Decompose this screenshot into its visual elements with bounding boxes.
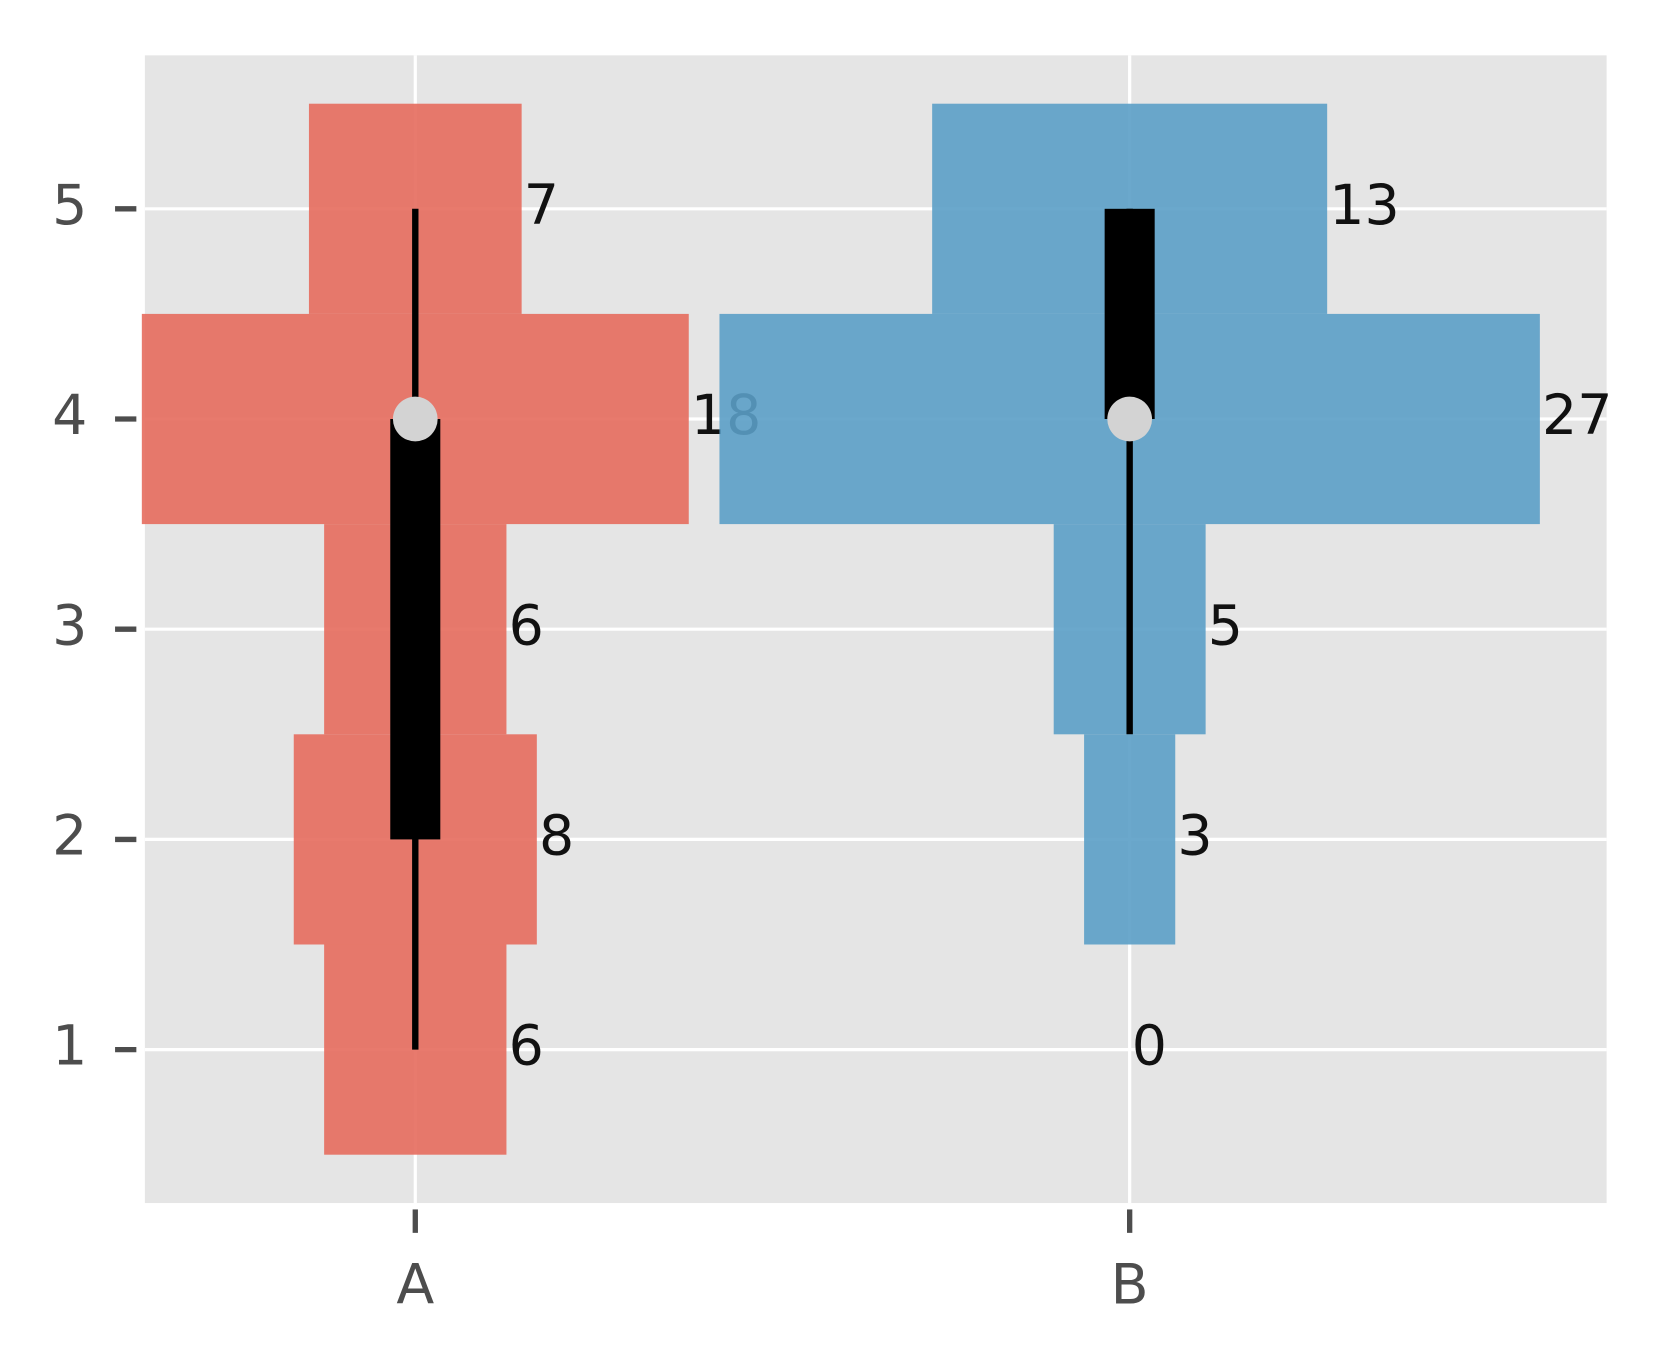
count-label: 3 [1177,805,1212,869]
count-label: 6 [509,1015,544,1079]
count-label: 27 [1542,384,1612,448]
count-bar [1084,734,1176,945]
y-tick-label: 5 [52,174,87,238]
box [1104,208,1155,420]
y-tick-label: 4 [52,384,87,448]
y-tick-label: 1 [52,1015,87,1079]
y-tick-label: 3 [52,594,87,658]
box [390,419,441,840]
count-label: 6 [509,594,544,658]
median [1107,396,1153,442]
count-label: 13 [1329,174,1399,238]
y-tick-label: 2 [52,805,87,869]
x-tick-label: B [1111,1253,1149,1317]
x-tick-label: A [396,1253,434,1317]
median [392,396,438,442]
count-label: 7 [524,174,559,238]
count-label: 8 [539,805,574,869]
count-label: 0 [1132,1015,1167,1079]
count-label: 5 [1208,594,1243,658]
